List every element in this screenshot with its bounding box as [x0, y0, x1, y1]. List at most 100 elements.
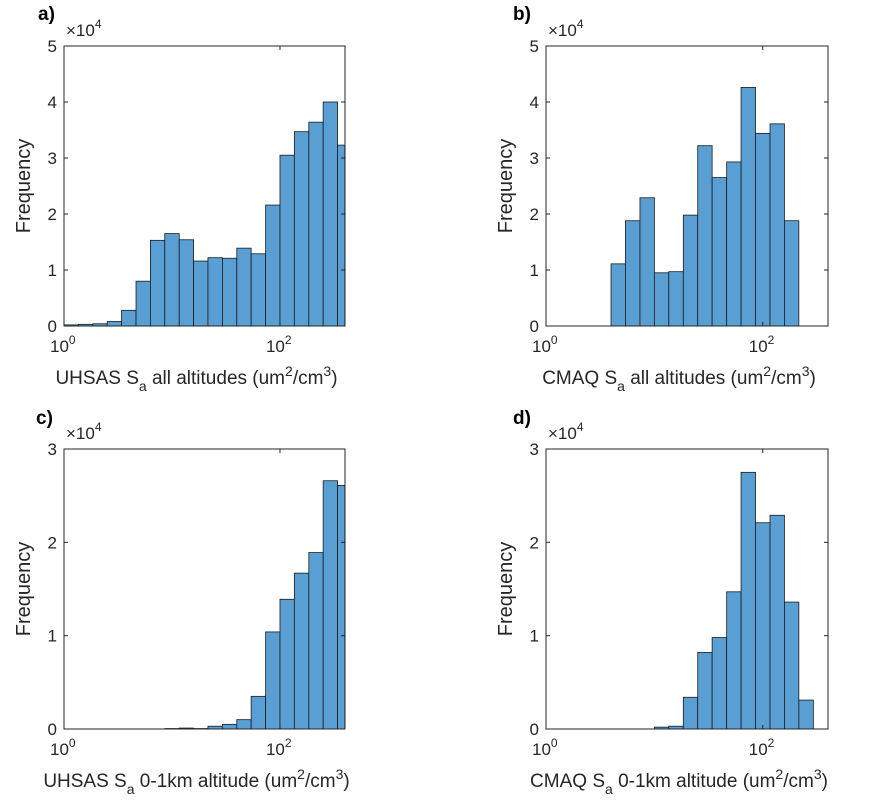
- x-tick-label: 102: [749, 736, 775, 759]
- y-tick-label: 1: [530, 627, 539, 646]
- histogram-bar: [236, 247, 252, 327]
- histogram-bar: [711, 177, 728, 327]
- histogram-bar: [625, 220, 641, 327]
- histogram-bar: [222, 723, 238, 730]
- axes-frame: [545, 448, 829, 730]
- histogram-bar: [322, 480, 338, 730]
- y-axis-label: Frequency: [13, 139, 35, 234]
- panel-label: a): [38, 4, 55, 25]
- tick-base: 10: [749, 337, 768, 356]
- histogram-bar: [639, 197, 655, 327]
- y-axis-label: Frequency: [495, 139, 517, 234]
- tick-exponent: 2: [768, 736, 775, 750]
- histogram-bar: [222, 257, 238, 327]
- histogram-bar: [135, 280, 151, 327]
- xlabel-text: 0-1km altitude (um: [135, 771, 298, 792]
- xlabel-text: all altitudes (um: [625, 368, 763, 389]
- histogram-bar: [784, 220, 800, 327]
- xlabel-subscript: a: [139, 378, 147, 394]
- histogram-bar: [769, 123, 785, 327]
- tick-exponent: 0: [69, 333, 76, 347]
- y-tick-label: 0: [530, 720, 539, 739]
- histogram-bar: [755, 522, 771, 730]
- y-scale-multiplier: ×104: [66, 420, 102, 443]
- panel-label: b): [513, 4, 531, 25]
- x-tick-label: 100: [532, 333, 558, 356]
- histogram-bar: [322, 101, 338, 327]
- y-tick-label: 1: [48, 261, 57, 280]
- xlabel-text: /cm: [305, 771, 336, 792]
- x-axis-label: CMAQ Sa all altitudes (um2/cm3): [542, 363, 816, 394]
- axes-frame: [63, 45, 346, 327]
- scale-base: ×10: [66, 424, 95, 443]
- tick-exponent: 0: [551, 333, 558, 347]
- y-tick-label: 2: [48, 205, 57, 224]
- xlabel-superscript: 2: [763, 363, 771, 379]
- tick-exponent: 0: [551, 736, 558, 750]
- tick-base: 10: [532, 740, 551, 759]
- y-tick-label: 2: [530, 205, 539, 224]
- histogram-bar: [682, 214, 699, 327]
- y-tick-label: 2: [48, 533, 57, 552]
- histogram-bar: [106, 321, 122, 327]
- y-tick-label: 0: [48, 720, 57, 739]
- y-tick-label: 3: [530, 149, 539, 168]
- tick-exponent: 2: [285, 736, 292, 750]
- xlabel-text: CMAQ S: [530, 771, 605, 792]
- y-tick-label: 4: [530, 93, 539, 112]
- scale-base: ×10: [548, 21, 577, 40]
- y-scale-multiplier: ×104: [66, 17, 102, 40]
- histogram-bar: [610, 263, 626, 327]
- xlabel-superscript: 2: [285, 363, 293, 379]
- x-tick-label: 102: [266, 333, 292, 356]
- y-tick-label: 3: [530, 440, 539, 459]
- y-scale-multiplier: ×104: [548, 17, 584, 40]
- histogram-bar: [740, 87, 756, 327]
- xlabel-subscript: a: [605, 781, 613, 797]
- x-tick-label: 100: [50, 333, 76, 356]
- axes-frame: [545, 45, 829, 327]
- y-tick-label: 5: [530, 37, 539, 56]
- xlabel-text: UHSAS S: [55, 368, 138, 389]
- y-tick-label: 1: [530, 261, 539, 280]
- histogram-bar: [207, 257, 223, 327]
- xlabel-superscript: 3: [814, 766, 822, 782]
- xlabel-text: ): [331, 368, 337, 389]
- xlabel-superscript: 2: [775, 766, 783, 782]
- y-tick-label: 0: [48, 317, 57, 336]
- xlabel-text: CMAQ S: [542, 368, 617, 389]
- scale-base: ×10: [548, 424, 577, 443]
- histogram-bar: [668, 271, 684, 327]
- histogram-bar: [726, 591, 742, 730]
- xlabel-text: 0-1km altitude (um: [613, 771, 776, 792]
- histogram-bar: [250, 253, 267, 327]
- xlabel-superscript: 3: [802, 363, 810, 379]
- histogram-bar: [265, 204, 281, 327]
- histogram-bar: [121, 309, 137, 327]
- xlabel-subscript: a: [127, 781, 135, 797]
- histogram-bar: [308, 121, 324, 327]
- scale-exponent: 4: [95, 17, 102, 31]
- y-tick-label: 1: [48, 627, 57, 646]
- y-axis-label: Frequency: [13, 542, 35, 637]
- histogram-bar: [726, 161, 742, 327]
- histogram-bar: [697, 652, 713, 730]
- xlabel-text: /cm: [293, 368, 324, 389]
- xlabel-subscript: a: [617, 378, 625, 394]
- panel-label: d): [513, 408, 531, 429]
- histogram-bar: [193, 260, 209, 327]
- y-tick-label: 5: [48, 37, 57, 56]
- xlabel-text: all altitudes (um: [147, 368, 285, 389]
- histogram-bar: [164, 233, 180, 327]
- tick-exponent: 2: [768, 333, 775, 347]
- xlabel-text: ): [822, 771, 828, 792]
- y-tick-label: 4: [48, 93, 57, 112]
- histogram-bar: [798, 699, 814, 730]
- tick-base: 10: [50, 337, 69, 356]
- histogram-bar: [769, 514, 785, 730]
- scale-exponent: 4: [95, 420, 102, 434]
